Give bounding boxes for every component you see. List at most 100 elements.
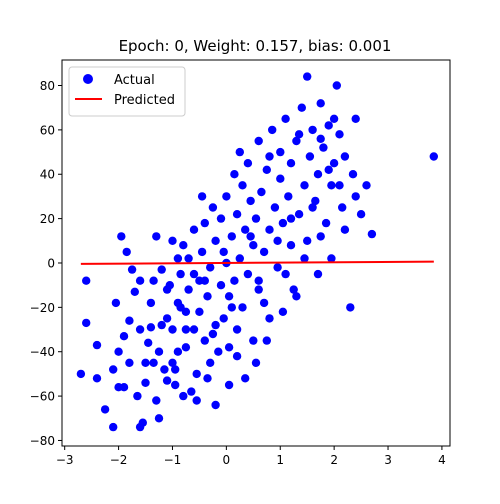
- data-point: [200, 336, 209, 345]
- data-point: [294, 130, 304, 139]
- data-point: [189, 225, 199, 234]
- data-point: [238, 181, 247, 190]
- data-point: [335, 181, 344, 190]
- data-point: [203, 374, 212, 383]
- data-point: [286, 159, 296, 168]
- data-point: [257, 187, 266, 197]
- data-point: [276, 174, 285, 183]
- data-point: [319, 143, 328, 152]
- legend-box: [68, 66, 186, 117]
- data-point: [189, 269, 199, 279]
- chart-title: Epoch: 0, Weight: 0.157, bias: 0.001: [119, 37, 392, 55]
- data-point: [232, 352, 242, 361]
- data-point: [146, 298, 156, 308]
- data-point: [230, 276, 239, 285]
- data-point: [109, 365, 118, 374]
- data-point: [181, 343, 191, 352]
- data-point: [251, 214, 261, 223]
- data-point: [222, 192, 231, 201]
- y-tick-label: −40: [30, 345, 55, 359]
- data-point: [249, 241, 258, 250]
- data-point: [348, 170, 358, 179]
- data-point: [327, 254, 336, 263]
- data-point: [173, 254, 183, 263]
- data-point: [135, 325, 145, 334]
- data-point: [246, 196, 255, 206]
- data-point: [300, 254, 309, 263]
- data-point: [243, 159, 253, 168]
- plot-frame: [61, 59, 451, 447]
- data-point: [141, 378, 150, 387]
- data-point: [216, 214, 226, 223]
- data-point: [200, 218, 209, 228]
- data-point: [294, 210, 304, 219]
- x-tick-label: 3: [384, 453, 392, 467]
- data-point: [135, 276, 145, 285]
- data-point: [144, 338, 153, 347]
- legend-predicted-label: Predicted: [114, 93, 175, 108]
- data-point: [211, 320, 220, 330]
- data-point: [265, 314, 274, 323]
- data-point: [224, 292, 234, 301]
- x-tick-label: 0: [223, 453, 231, 467]
- data-point: [157, 265, 166, 274]
- data-point: [313, 269, 323, 279]
- data-point: [297, 103, 306, 112]
- data-point: [100, 405, 110, 414]
- data-point: [203, 292, 212, 301]
- data-point: [316, 232, 325, 241]
- data-point: [327, 181, 336, 190]
- data-point: [200, 276, 209, 285]
- data-point: [168, 236, 177, 245]
- y-tick-label: 40: [40, 168, 55, 182]
- data-point: [154, 414, 164, 423]
- data-point: [122, 247, 131, 257]
- data-point: [311, 196, 320, 206]
- data-point: [76, 369, 86, 379]
- data-point: [254, 285, 263, 294]
- data-point: [82, 276, 91, 285]
- data-point: [152, 232, 161, 241]
- x-tick-label: −2: [110, 453, 128, 467]
- data-point: [281, 269, 290, 279]
- data-point: [367, 229, 377, 239]
- data-point: [281, 114, 290, 124]
- data-point: [216, 281, 226, 290]
- data-point: [219, 247, 228, 257]
- data-point: [162, 285, 172, 294]
- data-point: [230, 170, 239, 179]
- data-point: [227, 303, 236, 312]
- data-point: [321, 218, 331, 228]
- data-point: [313, 170, 323, 179]
- data-point: [181, 325, 191, 334]
- data-point: [329, 114, 339, 124]
- data-point: [316, 99, 325, 108]
- data-point: [338, 203, 347, 212]
- data-point: [284, 192, 293, 201]
- data-point: [329, 159, 339, 168]
- data-point: [232, 210, 242, 219]
- data-point: [251, 358, 261, 367]
- data-marks: [76, 72, 438, 432]
- data-point: [208, 329, 218, 339]
- data-point: [278, 307, 288, 316]
- data-point: [268, 125, 277, 135]
- y-tick-label: −20: [30, 301, 55, 315]
- data-point: [346, 303, 355, 312]
- data-point: [235, 254, 244, 263]
- legend-actual-marker: [83, 74, 93, 84]
- data-point: [179, 391, 188, 401]
- y-tick-label: 0: [47, 256, 55, 270]
- data-point: [289, 285, 298, 294]
- y-tick-label: 60: [40, 123, 55, 137]
- data-point: [141, 358, 150, 367]
- x-axis: −3 −2 −1 0 1 2 3 4: [56, 446, 446, 467]
- data-point: [241, 225, 250, 234]
- data-point: [243, 269, 253, 279]
- data-point: [335, 130, 344, 139]
- data-point: [195, 307, 204, 316]
- data-point: [332, 81, 341, 90]
- x-tick-label: −1: [164, 453, 182, 467]
- data-point: [262, 165, 271, 174]
